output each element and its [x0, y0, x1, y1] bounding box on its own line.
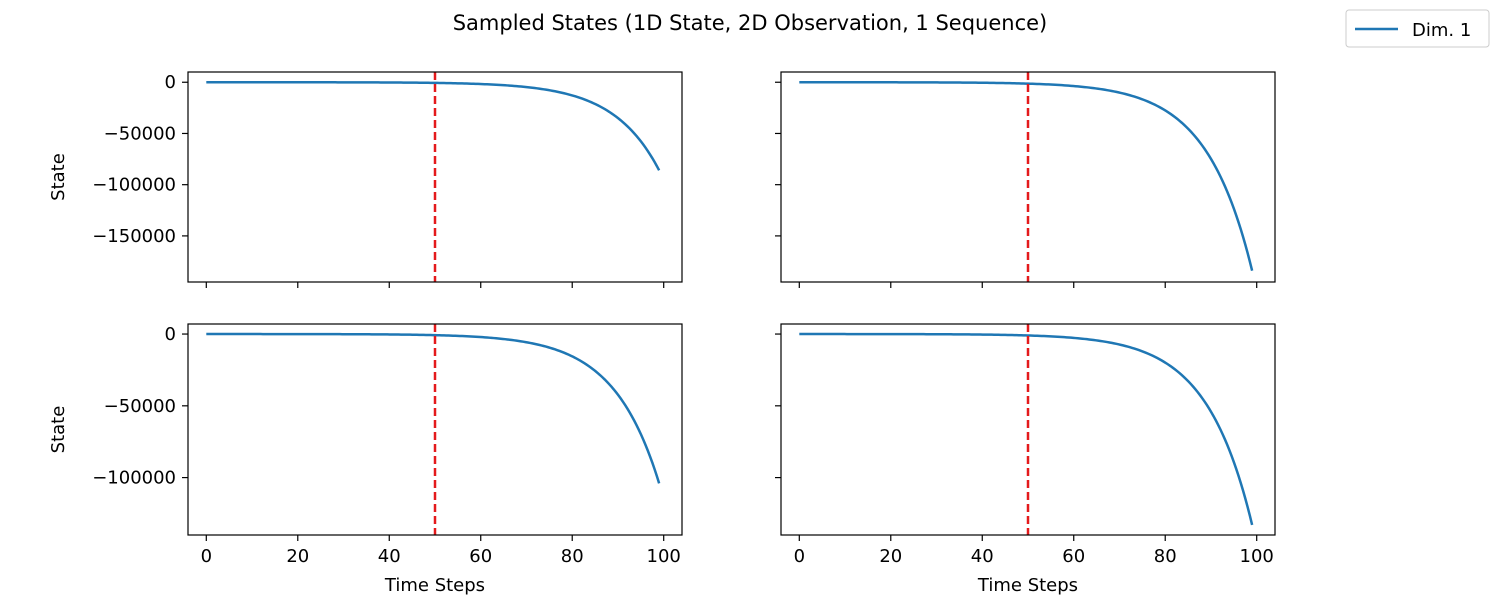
x-tick-label: 20	[286, 546, 309, 567]
x-tick-label: 60	[1062, 546, 1085, 567]
x-tick-label: 100	[1240, 546, 1274, 567]
axes-frame	[780, 71, 1276, 283]
x-tick-label: 40	[378, 546, 401, 567]
y-tick-label: −150000	[92, 226, 176, 247]
x-tick-label: 100	[647, 546, 681, 567]
series-line-dim-1	[206, 80, 661, 171]
y-tick-label: −50000	[104, 123, 176, 144]
y-tick-label: −100000	[92, 175, 176, 196]
series-line-dim-1	[799, 332, 1254, 526]
subplot-4: 0 20 40 60 80 100 Time Steps	[775, 323, 1276, 596]
x-tick-label: 0	[201, 546, 212, 567]
legend-label-dim-1: Dim. 1	[1412, 20, 1471, 41]
x-tick-label: 0	[794, 546, 805, 567]
series-line-dim-1	[799, 80, 1254, 272]
subplot-3: 0 20 40 60 80 100 0 −50000 −100000 Time Steps Stat…	[48, 323, 683, 596]
subplot-grid: 0 −50000 −100000 −150000 State 0 20 40 60 80 100 0 −…	[48, 71, 1276, 596]
axes-frame	[187, 71, 683, 283]
y-axis-label: State	[48, 406, 69, 454]
y-tick-label: 0	[165, 72, 176, 93]
legend-box	[1345, 9, 1490, 48]
x-tick-label: 80	[1154, 546, 1177, 567]
series-line-dim-1	[206, 332, 661, 484]
axes-frame	[780, 323, 1276, 536]
x-tick-label: 60	[469, 546, 492, 567]
subplot-1: 0 −50000 −100000 −150000 State	[48, 71, 683, 288]
figure-title: Sampled States (1D State, 2D Observation…	[453, 11, 1048, 35]
x-tick-label: 20	[879, 546, 902, 567]
x-axis-label: Time Steps	[977, 575, 1078, 596]
x-tick-label: 40	[971, 546, 994, 567]
x-axis-label: Time Steps	[384, 575, 485, 596]
legend: Dim. 1	[1345, 9, 1490, 48]
x-tick-label: 80	[561, 546, 584, 567]
axes-frame	[187, 323, 683, 536]
y-tick-label: −50000	[104, 396, 176, 417]
y-tick-label: −100000	[92, 468, 176, 489]
y-axis-label: State	[48, 153, 69, 201]
subplot-2	[775, 71, 1276, 288]
y-tick-label: 0	[165, 324, 176, 345]
